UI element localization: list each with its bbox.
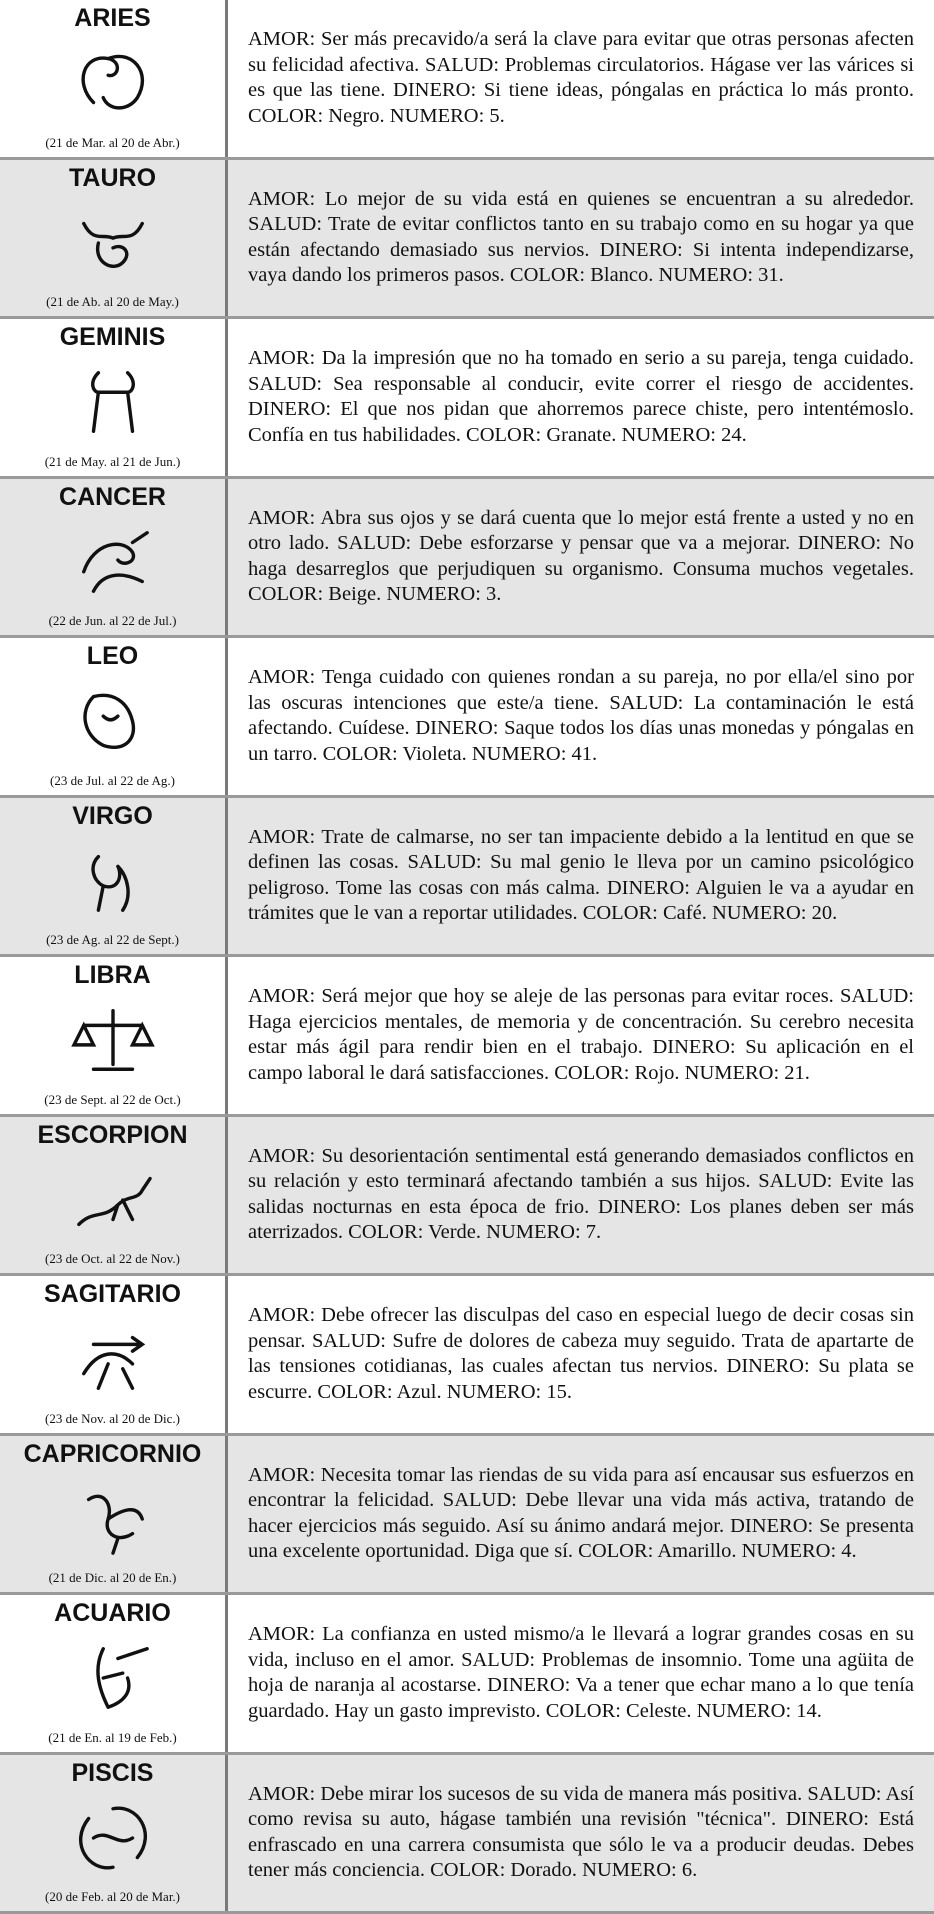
sign-text: AMOR: Trate de calmarse, no ser tan impa… [248, 825, 914, 925]
sign-text: AMOR: Debe ofrecer las disculpas del cas… [248, 1304, 914, 1403]
sign-icon [78, 1806, 147, 1870]
sign-dates: (20 de Feb. al 20 de Mar.) [44, 1889, 181, 1904]
sign-header: LEO (23 de Jul. al 22 de Ag.) [0, 638, 228, 795]
sign-header: SAGITARIO (23 de Nov. al 20 de Dic.) [0, 1276, 228, 1433]
sign-icon [90, 371, 135, 434]
sign-text-box: AMOR: Trate de calmarse, no ser tan impa… [228, 798, 934, 955]
icon-stroke [80, 55, 144, 110]
sign-text-box: AMOR: Ser más precavido/a será la clave … [228, 0, 934, 157]
sign-name: TAURO [68, 163, 157, 192]
sign-name: VIRGO [72, 801, 153, 830]
sign-text: AMOR: Lo mejor de su vida está en quiene… [248, 187, 914, 287]
sign-text: AMOR: Da la impresión que no ha tomado e… [248, 347, 914, 446]
sign-row: ARIES (21 de Mar. al 20 de Abr.) AMOR: Ser… [0, 0, 934, 160]
sign-text: AMOR: Ser más precavido/a será la clave … [248, 28, 914, 127]
sign-text-box: AMOR: Tenga cuidado con quienes rondan a… [228, 638, 934, 795]
sign-name: LIBRA [74, 961, 151, 989]
sign-name: ESCORPION [37, 1120, 188, 1149]
sign-icon [95, 1647, 149, 1710]
sign-dates: (23 de Sept. al 22 de Oct.) [44, 1091, 181, 1107]
sign-text-box: AMOR: Debe mirar los sucesos de su vida … [228, 1755, 934, 1912]
sign-icon [70, 1009, 155, 1072]
sign-dates: (23 de Oct. al 22 de Nov.) [45, 1251, 180, 1266]
icon-stroke [81, 1336, 145, 1391]
sign-header: GEMINIS (21 de May. al 21 de Jun.) [0, 319, 228, 476]
sign-text-box: AMOR: Será mejor que hoy se aleje de las… [228, 957, 934, 1114]
sign-icon [81, 530, 149, 593]
sign-text: AMOR: La confianza en usted mismo/a le l… [248, 1623, 914, 1722]
sign-header: PISCIS (20 de Feb. al 20 de Mar.) [0, 1754, 228, 1911]
sign-row: GEMINIS (21 de May. al 21 de Jun.) AMOR: D… [0, 319, 934, 479]
icon-stroke [81, 530, 149, 593]
sign-header: CAPRICORNIO (21 de Dic. al 20 de En.) [0, 1435, 228, 1592]
icon-stroke [90, 854, 130, 912]
sign-text-box: AMOR: Abra sus ojos y se dará cuenta que… [228, 479, 934, 636]
sign-row: PISCIS (20 de Feb. al 20 de Mar.) AMOR: De… [0, 1754, 934, 1914]
sign-text: AMOR: Será mejor que hoy se aleje de las… [248, 985, 914, 1084]
icon-stroke [90, 371, 135, 434]
sign-row: TAURO (21 de Ab. al 20 de May.) AMOR: Lo m… [0, 159, 934, 319]
icon-stroke [70, 1009, 155, 1072]
sign-icon [81, 221, 144, 268]
sign-dates: (22 de Jun. al 22 de Jul.) [48, 613, 177, 628]
sign-header: VIRGO (23 de Ag. al 22 de Sept.) [0, 797, 228, 954]
sign-dates: (23 de Ag. al 22 de Sept.) [46, 932, 179, 947]
sign-header: TAURO (21 de Ab. al 20 de May.) [0, 159, 228, 316]
sign-dates: (21 de May. al 21 de Jun.) [44, 453, 181, 469]
sign-text: AMOR: Abra sus ojos y se dará cuenta que… [248, 506, 914, 606]
sign-name: LEO [86, 642, 139, 670]
sign-name: CAPRICORNIO [23, 1439, 202, 1468]
icon-stroke [78, 1806, 147, 1870]
sign-icon [81, 1336, 145, 1391]
icon-stroke [81, 221, 144, 268]
sign-text-box: AMOR: Da la impresión que no ha tomado e… [228, 319, 934, 476]
sign-header: ESCORPION (23 de Oct. al 22 de Nov.) [0, 1116, 228, 1273]
sign-dates: (23 de Nov. al 20 de Dic.) [45, 1410, 180, 1426]
icon-stroke [76, 1176, 152, 1226]
sign-icon [82, 694, 135, 750]
sign-text: AMOR: Su desorientación sentimental está… [248, 1144, 914, 1244]
sign-text-box: AMOR: Su desorientación sentimental está… [228, 1117, 934, 1274]
sign-header: LIBRA (23 de Sept. al 22 de Oct.) [0, 957, 228, 1114]
sign-text-box: AMOR: Necesita tomar las riendas de su v… [228, 1436, 934, 1593]
sign-text: AMOR: Debe mirar los sucesos de su vida … [248, 1782, 914, 1882]
sign-dates: (21 de Mar. al 20 de Abr.) [45, 134, 180, 150]
sign-row: LIBRA (23 de Sept. al 22 de Oct.) AMOR: Se… [0, 957, 934, 1117]
sign-row: ESCORPION (23 de Oct. al 22 de Nov.) AMOR:… [0, 1116, 934, 1276]
sign-text-box: AMOR: Lo mejor de su vida está en quiene… [228, 160, 934, 317]
sign-row: CANCER (22 de Jun. al 22 de Jul.) AMOR: Ab… [0, 478, 934, 638]
sign-row: VIRGO (23 de Ag. al 22 de Sept.) AMOR: Tra… [0, 797, 934, 957]
sign-header: ACUARIO (21 de En. al 19 de Feb.) [0, 1595, 228, 1752]
sign-text: AMOR: Tenga cuidado con quienes rondan a… [248, 666, 914, 765]
icon-stroke [82, 694, 135, 750]
sign-name: PISCIS [71, 1758, 154, 1787]
sign-dates: (21 de Dic. al 20 de En.) [48, 1570, 177, 1585]
icon-stroke [86, 1494, 144, 1555]
sign-header: ARIES (21 de Mar. al 20 de Abr.) [0, 0, 228, 157]
icon-stroke [95, 1647, 149, 1710]
sign-icon [76, 1176, 152, 1226]
sign-icon [90, 854, 130, 912]
sign-dates: (23 de Jul. al 22 de Ag.) [50, 772, 175, 788]
sign-name: GEMINIS [59, 323, 166, 351]
sign-text-box: AMOR: Debe ofrecer las disculpas del cas… [228, 1276, 934, 1433]
sign-row: CAPRICORNIO (21 de Dic. al 20 de En.) AMOR… [0, 1435, 934, 1595]
sign-dates: (21 de En. al 19 de Feb.) [48, 1729, 177, 1745]
sign-name: ACUARIO [54, 1599, 171, 1627]
sign-icon [80, 55, 144, 110]
sign-dates: (21 de Ab. al 20 de May.) [46, 294, 179, 309]
sign-icon [86, 1494, 144, 1555]
sign-text-box: AMOR: La confianza en usted mismo/a le l… [228, 1595, 934, 1752]
sign-name: CANCER [59, 482, 166, 511]
sign-row: SAGITARIO (23 de Nov. al 20 de Dic.) AMOR:… [0, 1276, 934, 1436]
sign-name: ARIES [74, 4, 151, 32]
sign-name: SAGITARIO [43, 1280, 182, 1308]
sign-text: AMOR: Necesita tomar las riendas de su v… [248, 1463, 914, 1563]
sign-header: CANCER (22 de Jun. al 22 de Jul.) [0, 478, 228, 635]
sign-row: LEO (23 de Jul. al 22 de Ag.) AMOR: Tenga … [0, 638, 934, 798]
sign-row: ACUARIO (21 de En. al 19 de Feb.) AMOR: La… [0, 1595, 934, 1755]
